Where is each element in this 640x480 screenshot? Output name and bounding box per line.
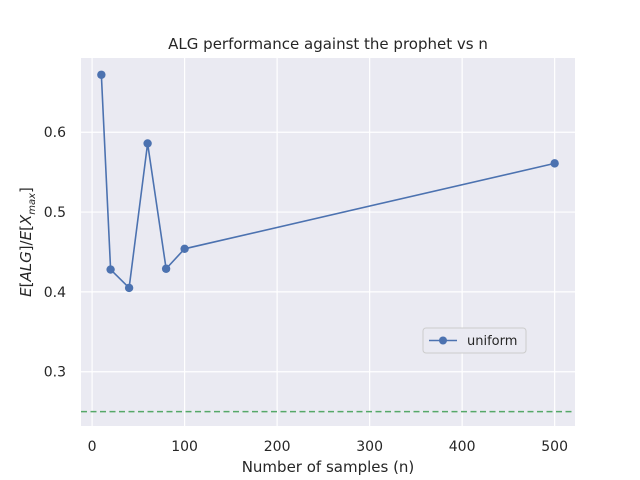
x-tick-label: 100 [171, 439, 198, 455]
data-point [550, 159, 559, 168]
y-tick-label: 0.6 [44, 125, 66, 141]
data-point [161, 264, 171, 273]
y-axis-label: E[ALG]/E[Xmax] [17, 187, 38, 297]
legend-label: uniform [467, 334, 517, 349]
data-point [180, 244, 189, 253]
legend-box [422, 327, 527, 354]
data-point [106, 265, 115, 274]
plot-area [81, 58, 575, 426]
x-tick-label: 300 [356, 439, 383, 455]
y-tick-label: 0.4 [44, 285, 66, 301]
y-axis-ticks: 0.3 0.4 0.5 0.6 [44, 125, 66, 380]
x-axis-ticks: 0 100 200 300 400 500 [88, 439, 568, 455]
legend: uniform [422, 327, 527, 354]
legend-marker [439, 336, 447, 345]
chart-title: ALG performance against the prophet vs n [168, 35, 488, 53]
y-tick-label: 0.5 [44, 205, 66, 221]
x-tick-label: 400 [449, 439, 476, 455]
x-axis-label: Number of samples (n) [242, 458, 415, 476]
x-tick-label: 500 [541, 439, 568, 455]
grid [81, 58, 575, 426]
y-tick-label: 0.3 [44, 365, 66, 381]
data-point [143, 139, 152, 148]
x-tick-label: 0 [88, 439, 97, 455]
data-point [97, 70, 106, 79]
data-point [124, 283, 134, 293]
series-layer [97, 70, 559, 293]
x-tick-label: 200 [264, 439, 291, 455]
